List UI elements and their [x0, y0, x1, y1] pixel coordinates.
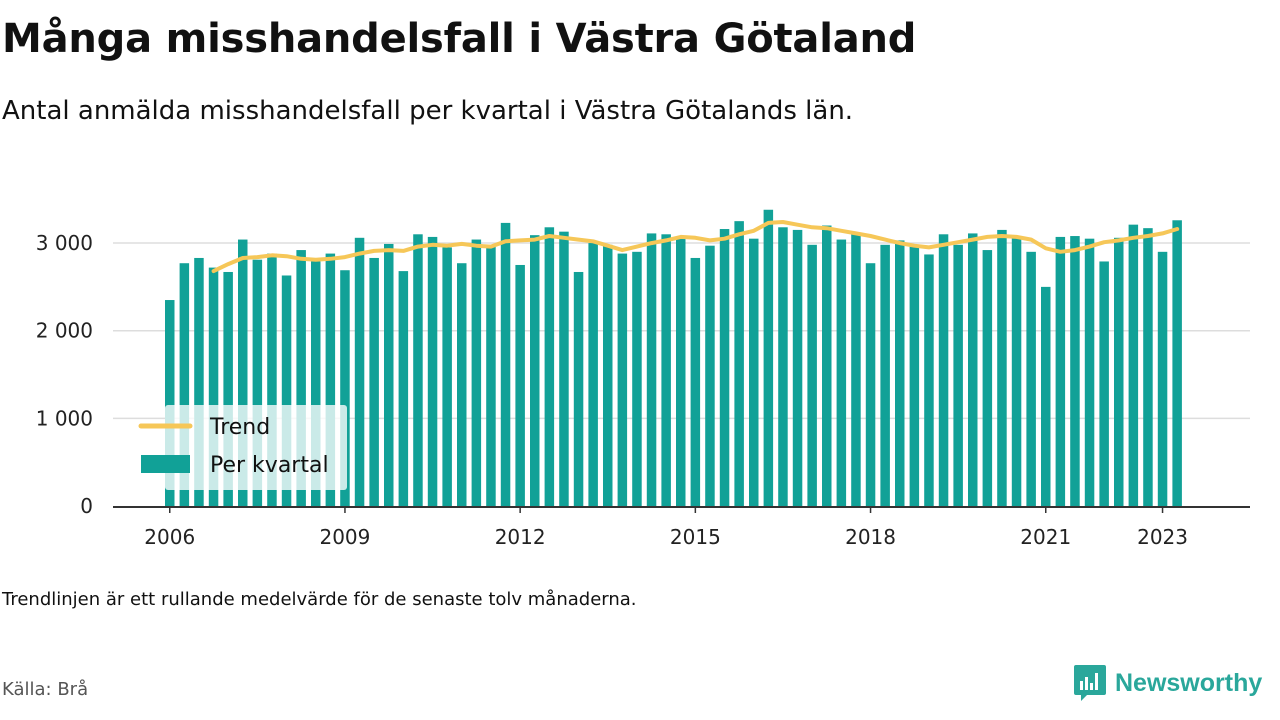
bar	[953, 244, 963, 506]
bar	[515, 264, 525, 506]
legend-swatch-per-kvartal	[141, 455, 190, 473]
legend-background	[165, 405, 347, 490]
bar	[296, 250, 306, 506]
bar	[573, 271, 584, 506]
bar	[442, 247, 452, 507]
bar	[223, 271, 233, 506]
y-tick-label: 1 000	[36, 406, 93, 430]
legend: Trend Per kvartal	[138, 405, 347, 490]
y-tick-label: 2 000	[36, 319, 93, 343]
bar	[354, 237, 365, 507]
bar	[734, 221, 744, 506]
bar	[559, 231, 569, 506]
bar	[238, 239, 248, 506]
bar	[690, 257, 701, 506]
bar	[1143, 228, 1153, 507]
bar	[281, 275, 292, 506]
bar-chart: 0 1 000 2 000 3 000 2006 2009 2012 2015 2018 2021…	[36, 209, 1250, 549]
bar	[194, 257, 204, 506]
legend-label-per-kvartal: Per kvartal	[210, 453, 329, 478]
bar	[792, 229, 803, 506]
x-tick-label: 2021	[1020, 525, 1071, 549]
x-tick-label: 2015	[670, 525, 721, 549]
bar	[471, 239, 482, 506]
bar	[1172, 220, 1182, 507]
x-tick-label: 2006	[144, 525, 195, 549]
bar	[267, 253, 277, 506]
bar	[968, 233, 978, 506]
bar	[895, 240, 905, 506]
bar	[851, 233, 861, 506]
bar	[603, 244, 613, 506]
bar	[924, 254, 934, 506]
brand-name: Newsworthy	[1115, 668, 1263, 697]
bar	[311, 261, 321, 506]
line-series-trend	[211, 220, 1180, 274]
bar	[982, 250, 993, 506]
bar	[252, 259, 263, 506]
x-tick-label: 2023	[1137, 525, 1188, 549]
bar	[398, 271, 409, 506]
bar	[997, 229, 1007, 506]
bar	[778, 227, 788, 506]
bar	[1157, 251, 1168, 506]
bar	[1041, 286, 1051, 506]
bar	[1011, 237, 1022, 507]
bar	[1084, 238, 1095, 507]
bar	[427, 236, 438, 506]
bar	[1026, 251, 1036, 506]
bar	[646, 233, 657, 506]
chart-title: Många misshandelsfall i Västra Götaland	[2, 16, 917, 62]
bar	[1114, 237, 1124, 507]
bar	[1128, 224, 1139, 506]
bar	[807, 244, 817, 506]
bar	[530, 235, 540, 506]
trend-line	[211, 220, 1180, 274]
bar	[384, 243, 394, 506]
bar	[1099, 261, 1109, 506]
bar	[763, 209, 774, 507]
bar	[179, 263, 190, 506]
bar-chart-speech-bubble-icon	[1074, 665, 1106, 701]
bar	[500, 222, 511, 506]
bar	[413, 234, 423, 506]
bar	[676, 236, 686, 506]
x-tick-label: 2018	[845, 525, 896, 549]
x-tick-label: 2009	[319, 525, 370, 549]
bar	[340, 270, 350, 506]
bar	[938, 234, 949, 506]
bar	[705, 245, 715, 506]
bar	[865, 263, 876, 506]
bar	[836, 239, 847, 506]
legend-label-trend: Trend	[209, 415, 270, 440]
source-label: Källa: Brå	[2, 679, 89, 700]
bar	[880, 244, 890, 506]
bar	[486, 245, 496, 506]
bar	[1070, 236, 1080, 506]
bar	[749, 238, 759, 507]
footnote: Trendlinjen är ett rullande medelvärde f…	[2, 589, 637, 610]
bar	[544, 227, 555, 506]
y-tick-label: 3 000	[36, 231, 93, 255]
bar	[165, 300, 175, 506]
axes: 0 1 000 2 000 3 000 2006 2009 2012 2015 2018 2021…	[36, 231, 1250, 549]
bar	[822, 225, 832, 506]
bar	[632, 251, 642, 506]
bar-series-per-kvartal	[165, 209, 1182, 507]
bar	[588, 243, 598, 506]
bar	[661, 234, 671, 506]
bar	[325, 253, 336, 506]
bar	[909, 246, 920, 506]
bar	[457, 263, 467, 506]
chart-subtitle: Antal anmälda misshandelsfall per kvarta…	[2, 96, 854, 126]
bar	[369, 257, 379, 506]
bar	[617, 253, 628, 506]
bar	[1055, 236, 1066, 506]
bar	[719, 229, 730, 507]
brand-logo: Newsworthy	[1073, 664, 1262, 702]
bar	[208, 267, 219, 506]
y-tick-label: 0	[80, 494, 93, 518]
x-tick-label: 2012	[495, 525, 546, 549]
